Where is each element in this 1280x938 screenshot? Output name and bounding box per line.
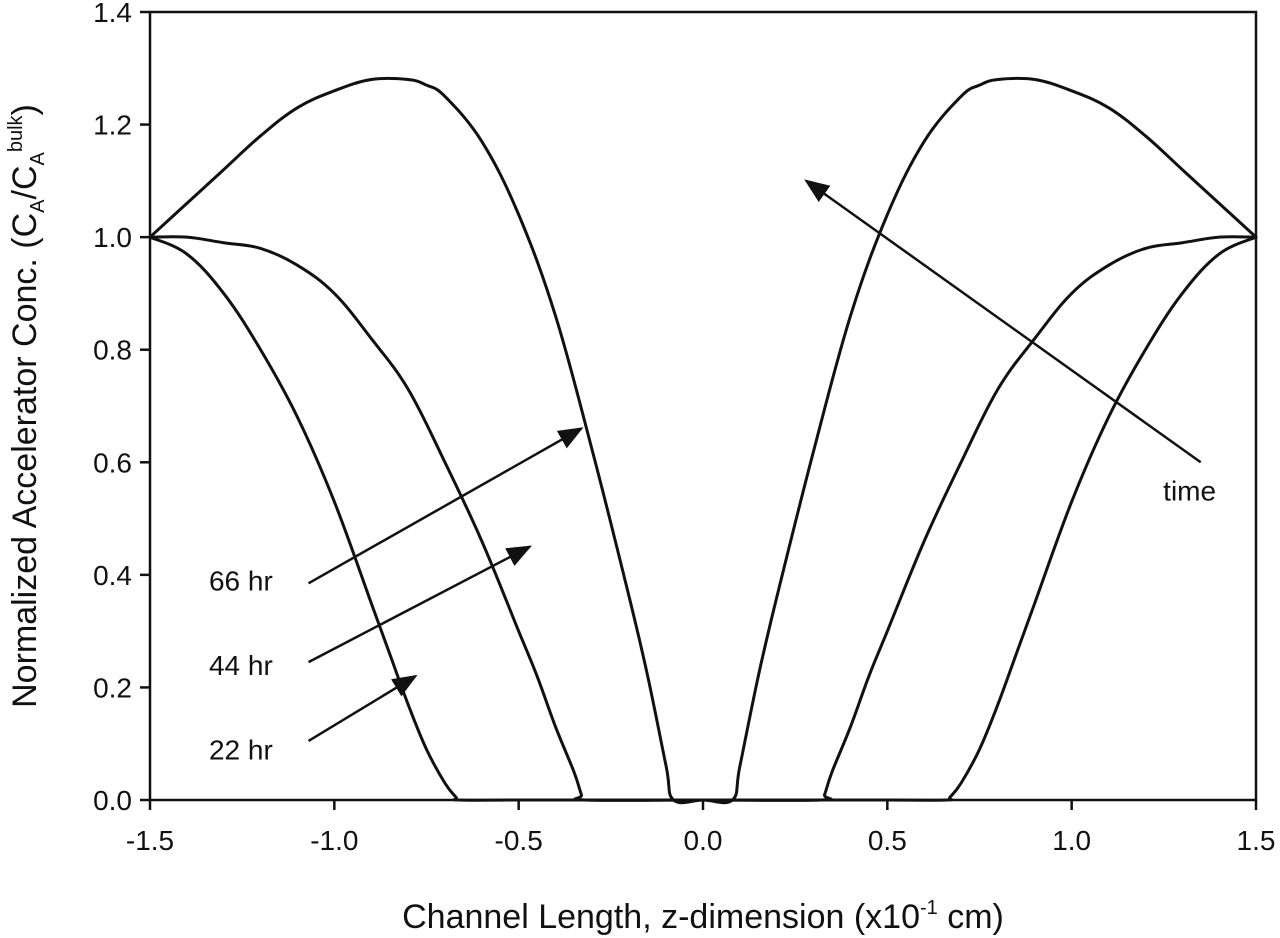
y-tick-label: 0.4 [93,560,132,591]
x-axis-title: Channel Length, z-dimension (x10-1 cm) [402,897,1004,936]
annotation-arrow [804,179,1202,464]
annotation-label: 22 hr [209,734,273,765]
y-tick-label: 0.6 [93,447,132,478]
y-tick-label: 1.4 [93,0,132,28]
y-tick-label: 0.2 [93,672,132,703]
annotation-label: 66 hr [209,565,273,596]
x-tick-label: -1.5 [126,825,174,856]
y-tick-label: 0.0 [93,785,132,816]
x-tick-label: 0.5 [868,825,907,856]
y-axis-ticks: 0.0 0.2 0.4 0.6 0.8 1.0 1.2 1.4 [93,0,150,816]
series-line-1 [148,235,1258,802]
annotation-label: time [1163,475,1216,506]
x-tick-label: 1.5 [1237,825,1276,856]
plot-frame [148,10,1258,802]
y-tick-label: 1.2 [93,110,132,141]
x-tick-label: -1.0 [310,825,358,856]
series-line-2 [148,235,1258,802]
annotation-label: 44 hr [209,650,273,681]
y-axis-title: Normalized Accelerator Conc. (CA/CAbulk) [5,104,49,708]
series-line-3 [148,76,1258,805]
x-tick-label: 1.0 [1052,825,1091,856]
y-tick-label: 1.0 [93,222,132,253]
annotation-arrow [307,427,584,585]
x-axis-ticks: -1.5 -1.0 -0.5 0.0 0.5 1.0 1.5 [126,800,1276,856]
annotations: 66 hr 44 hr 22 hr time [209,179,1216,765]
annotation-arrow [307,674,418,742]
x-tick-label: -0.5 [495,825,543,856]
annotation-arrow [307,545,532,664]
y-tick-label: 0.8 [93,335,132,366]
series-lines [148,76,1258,805]
x-tick-label: 0.0 [684,825,723,856]
